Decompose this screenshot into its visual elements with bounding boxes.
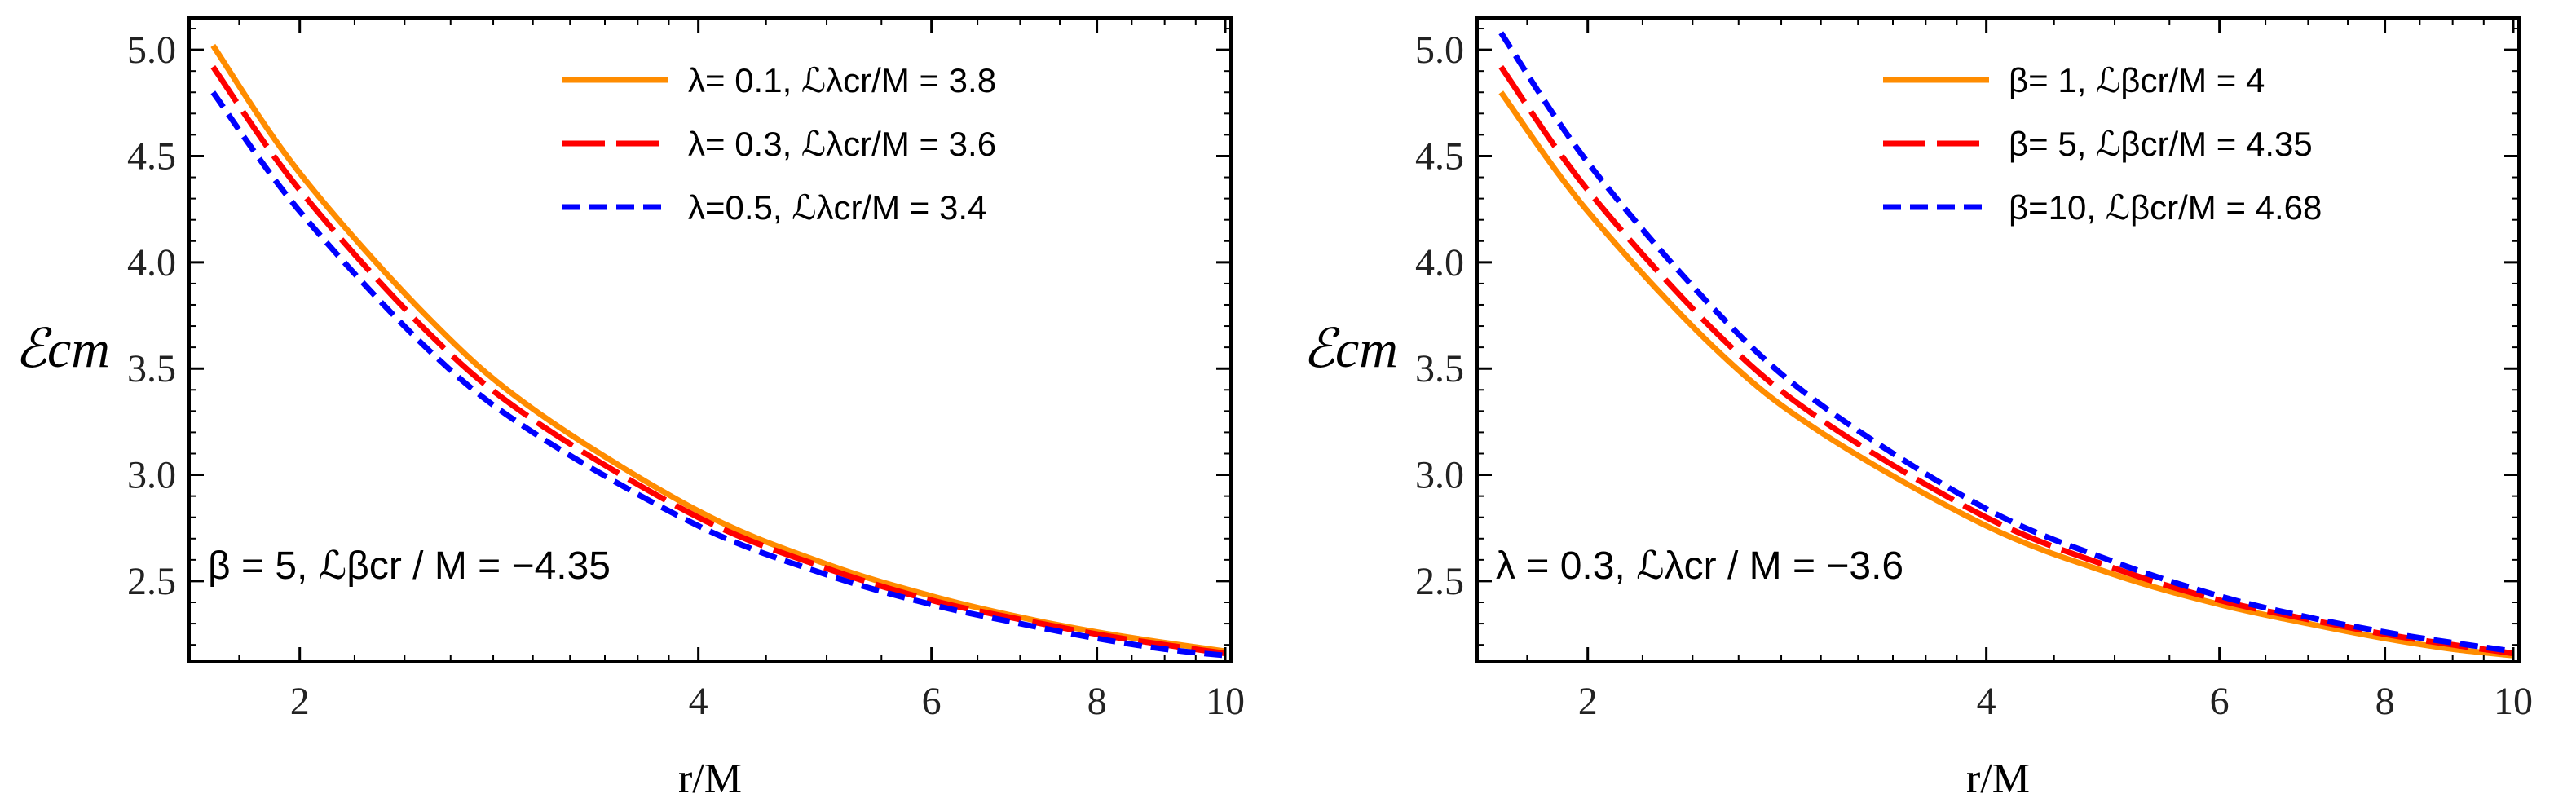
chart-annotation: β = 5, ℒβcr / M = −4.35 [208,544,611,588]
y-axis-title: ℰcm [1303,320,1398,379]
series-line-3 [210,90,1226,659]
series-line-3 [1498,31,2514,655]
y-tick-label: 2.5 [1415,560,1464,603]
legend-label-3: β=10, ℒβcr/M = 4.68 [2009,188,2322,227]
y-tick-label: 5.0 [127,29,176,72]
legend-label-1: β= 1, ℒβcr/M = 4 [2009,61,2265,99]
legend-label-1: λ= 0.1, ℒλcr/M = 3.8 [688,61,996,99]
legend-label-2: β= 5, ℒβcr/M = 4.35 [2009,125,2313,163]
x-axis-title: r/M [1966,756,2030,802]
y-tick-label: 4.0 [1415,241,1464,284]
chart-right: 2 4 6 8 10 2.5 3.0 3.5 4.0 4.5 5.0 r/M ℰcm β= 1, ℒβcr… [1303,16,2533,802]
y-tick-label: 3.5 [127,347,176,390]
x-tick-label: 10 [1206,680,1245,723]
y-tick-label: 4.5 [127,134,176,178]
x-tick-label: 8 [1087,680,1107,723]
legend-label-2: λ= 0.3, ℒλcr/M = 3.6 [688,125,996,163]
y-tick-label: 3.0 [1415,454,1464,497]
y-tick-label: 4.5 [1415,134,1464,178]
chart-left: 2 4 6 8 10 2.5 3.0 3.5 4.0 4.5 5.0 r/M ℰcm λ= 0.1, ℒλ… [15,16,1245,802]
chart-annotation: λ = 0.3, ℒλcr / M = −3.6 [1496,544,1903,588]
series-line-1 [1498,90,2514,659]
x-tick-label: 2 [1578,680,1598,723]
x-tick-label: 6 [922,680,942,723]
legend-label-3: λ=0.5, ℒλcr/M = 3.4 [688,188,986,227]
x-tick-label: 6 [2210,680,2230,723]
y-axis-title: ℰcm [15,320,110,379]
plot-frame [1475,16,2521,663]
series-line-2 [210,64,1226,657]
y-tick-label: 3.5 [1415,347,1464,390]
y-tick-label: 3.0 [127,454,176,497]
x-tick-label: 2 [290,680,310,723]
y-tick-label: 5.0 [1415,29,1464,72]
x-tick-label: 4 [689,680,708,723]
x-axis-title: r/M [678,756,742,802]
plot-frame [187,16,1233,663]
x-tick-label: 10 [2494,680,2533,723]
y-tick-label: 4.0 [127,241,176,284]
x-tick-label: 4 [1977,680,1996,723]
x-tick-label: 8 [2375,680,2395,723]
y-tick-label: 2.5 [127,560,176,603]
